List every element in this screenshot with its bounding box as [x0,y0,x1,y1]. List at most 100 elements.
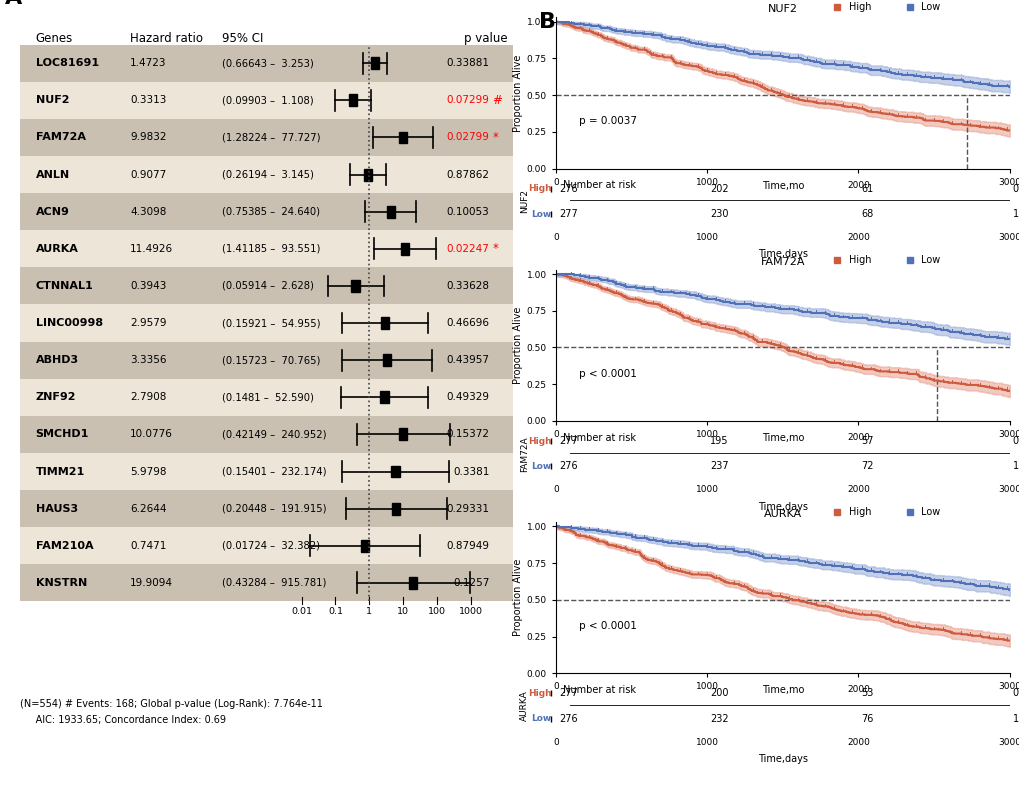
Text: (1.28224 –  77.727): (1.28224 – 77.727) [222,133,320,142]
Text: 2000: 2000 [846,737,869,747]
Text: Low: Low [531,462,551,471]
Bar [20,527,513,564]
Text: KNSTRN: KNSTRN [36,578,87,588]
Text: #: # [492,94,501,107]
Text: 0.02247: 0.02247 [446,244,489,254]
Text: (0.09903 –  1.108): (0.09903 – 1.108) [222,95,313,105]
Bar [20,45,513,82]
Text: 3000: 3000 [998,737,1019,747]
Text: 2000: 2000 [846,233,869,242]
Text: (0.05914 –  2.628): (0.05914 – 2.628) [222,281,314,291]
Text: 0.33628: 0.33628 [446,281,489,291]
Text: AURKA: AURKA [36,244,78,254]
Text: Hazard ratio: Hazard ratio [130,31,203,45]
Text: Genes: Genes [36,31,73,45]
Text: 76: 76 [861,714,873,724]
Text: 57: 57 [861,436,873,446]
Text: 1000: 1000 [695,233,718,242]
Text: 1000: 1000 [459,607,482,615]
Text: NUF2: NUF2 [519,189,528,214]
Text: 2000: 2000 [846,685,869,694]
Text: Low: Low [531,714,551,723]
Text: 10.0776: 10.0776 [130,429,173,439]
Text: p < 0.0001: p < 0.0001 [578,369,636,379]
Text: 0: 0 [552,233,558,242]
Bar [364,169,372,181]
Text: 200: 200 [709,689,728,699]
Text: 0.87949: 0.87949 [446,541,489,551]
Text: (0.43284 –  915.781): (0.43284 – 915.781) [222,578,326,588]
Text: High: High [848,507,870,517]
Text: 232: 232 [709,714,729,724]
Text: 5.9798: 5.9798 [130,467,166,476]
Text: Low: Low [920,255,940,265]
Bar [386,206,394,218]
Text: 2.9579: 2.9579 [130,318,166,328]
Bar [398,428,407,440]
Bar [391,465,399,477]
Bar [20,453,513,490]
Text: 276: 276 [558,184,577,194]
Text: 0: 0 [552,737,558,747]
Text: 0: 0 [552,485,558,494]
Text: 11.4926: 11.4926 [130,244,173,254]
Text: 2000: 2000 [846,485,869,494]
Text: 1000: 1000 [695,485,718,494]
Bar [20,267,513,304]
Text: (0.1481 –  52.590): (0.1481 – 52.590) [222,392,314,402]
Text: 3000: 3000 [998,233,1019,242]
Text: 1: 1 [1012,461,1018,472]
Text: 0.49329: 0.49329 [446,392,489,402]
Text: Time,mo: Time,mo [761,433,803,443]
Text: 0.7471: 0.7471 [130,541,166,551]
Text: High: High [527,437,551,446]
Text: LOC81691: LOC81691 [36,58,99,68]
Text: *: * [492,242,497,255]
Text: 0.02799: 0.02799 [446,133,489,142]
Bar [381,317,389,329]
Text: 0.01: 0.01 [290,607,312,615]
Text: High: High [527,185,551,193]
Text: 6.2644: 6.2644 [130,504,166,513]
Text: TIMM21: TIMM21 [36,467,85,476]
Bar [20,490,513,527]
Text: 0.1: 0.1 [328,607,342,615]
Bar [409,577,417,589]
Text: 0.3943: 0.3943 [130,281,166,291]
Text: Time,days: Time,days [757,249,807,259]
Text: 0.46696: 0.46696 [446,318,489,328]
Text: 277: 277 [558,689,577,699]
Bar [20,193,513,230]
Text: Low: Low [920,507,940,517]
Text: 3.3356: 3.3356 [130,355,166,365]
Y-axis label: Proportion Alive: Proportion Alive [513,559,522,637]
Text: (0.15921 –  54.955): (0.15921 – 54.955) [222,318,320,328]
Text: 1000: 1000 [695,737,718,747]
Text: *: * [492,131,497,144]
Text: Time,mo: Time,mo [761,685,803,696]
Text: Time,days: Time,days [757,754,807,764]
Text: ZNF92: ZNF92 [36,392,76,402]
Text: High: High [848,2,870,13]
Bar [20,82,513,119]
Text: SMCHD1: SMCHD1 [36,429,89,439]
Text: FAM72A: FAM72A [519,436,528,472]
Text: ABHD3: ABHD3 [36,355,78,365]
Text: 72: 72 [861,461,873,472]
Bar [380,391,388,403]
Text: (0.20448 –  191.915): (0.20448 – 191.915) [222,504,326,513]
Text: 0.1257: 0.1257 [452,578,489,588]
Text: Low: Low [920,2,940,13]
Text: 0.3381: 0.3381 [452,467,489,476]
Text: FAM72A: FAM72A [36,133,86,142]
Text: 0.87862: 0.87862 [446,170,489,179]
Text: 0.9077: 0.9077 [130,170,166,179]
Text: 9.9832: 9.9832 [130,133,166,142]
Text: (0.66643 –  3.253): (0.66643 – 3.253) [222,58,313,68]
Text: High: High [527,689,551,698]
Text: 4.3098: 4.3098 [130,207,166,217]
Text: (0.15723 –  70.765): (0.15723 – 70.765) [222,355,320,365]
Text: 230: 230 [709,209,728,219]
Text: Time,mo: Time,mo [761,181,803,191]
Text: 2000: 2000 [846,181,869,189]
